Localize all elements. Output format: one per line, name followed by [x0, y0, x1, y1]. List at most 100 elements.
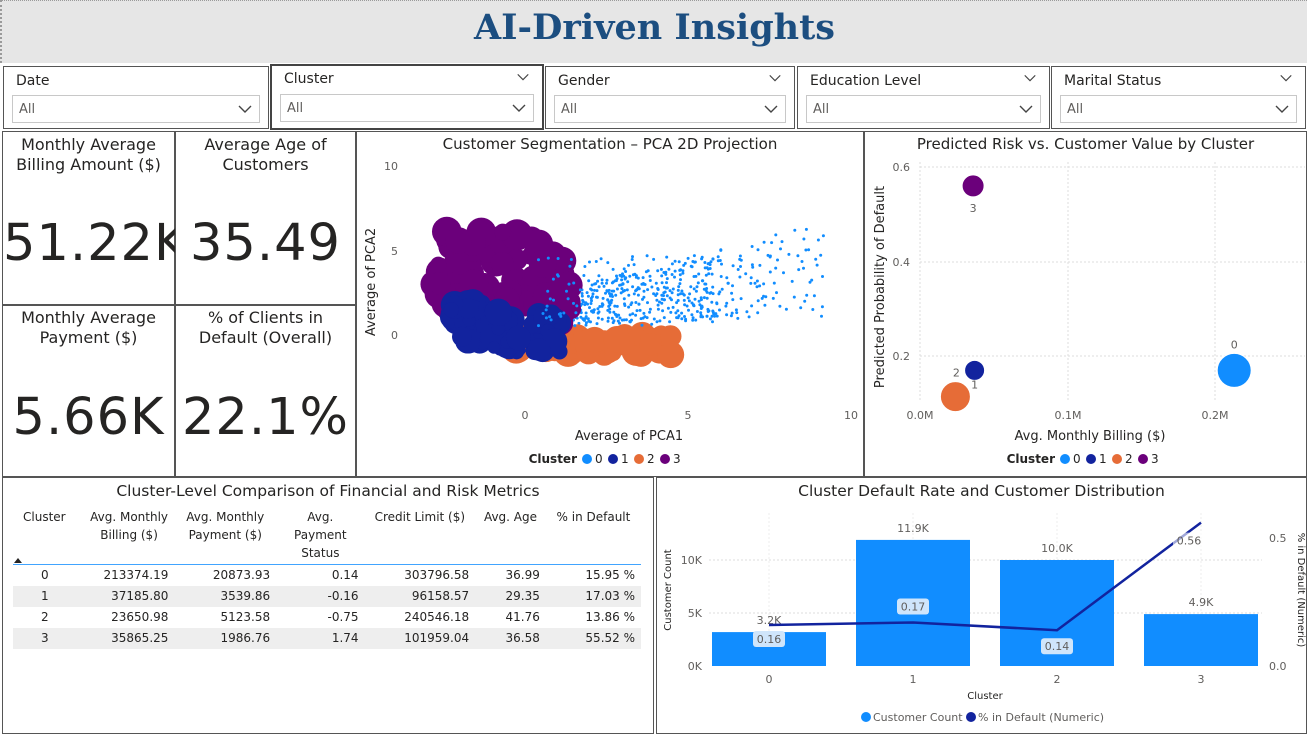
scatter-point[interactable] [772, 281, 776, 285]
scatter-point[interactable] [650, 322, 654, 326]
table-row[interactable]: 3 35865.25 1986.76 1.74 101959.04 36.58 … [13, 627, 641, 649]
scatter-point[interactable] [725, 313, 729, 317]
scatter-point[interactable] [584, 301, 588, 305]
scatter-point[interactable] [590, 299, 593, 303]
pca-scatter-panel[interactable]: Customer Segmentation – PCA 2D Projectio… [356, 131, 864, 477]
scatter-point[interactable] [699, 311, 703, 315]
scatter-point[interactable] [702, 287, 706, 291]
slicer-dropdown[interactable]: All [280, 94, 534, 122]
scatter-point[interactable] [705, 314, 709, 318]
scatter-point[interactable] [615, 315, 619, 318]
legend-label[interactable]: Customer Count [873, 711, 963, 724]
scatter-point[interactable] [608, 292, 611, 295]
scatter-point[interactable] [618, 321, 621, 325]
scatter-point[interactable] [660, 281, 664, 285]
scatter-point[interactable] [646, 301, 649, 305]
scatter-point[interactable] [690, 313, 694, 317]
metrics-table[interactable]: Cluster Avg. Monthly Billing ($) Avg. Mo… [13, 506, 641, 649]
scatter-point[interactable] [684, 319, 688, 323]
scatter-point[interactable] [556, 257, 560, 260]
scatter-point[interactable] [630, 301, 634, 305]
scatter-point[interactable] [756, 299, 760, 303]
scatter-point[interactable] [668, 296, 672, 300]
chart-legend[interactable]: Customer Count % in Default (Numeric) [861, 711, 1104, 724]
scatter-point[interactable] [638, 308, 642, 312]
scatter-point[interactable] [671, 287, 675, 291]
scatter-point[interactable] [758, 284, 762, 288]
scatter-point[interactable] [778, 304, 782, 308]
scatter-point[interactable] [578, 288, 582, 292]
scatter-point[interactable] [641, 276, 645, 280]
legend-label[interactable]: 2 [1125, 452, 1133, 466]
scatter-point[interactable] [565, 289, 568, 293]
chevron-down-icon[interactable] [1279, 71, 1293, 85]
scatter-point[interactable] [668, 289, 672, 293]
slicer-cluster[interactable]: Cluster All [270, 64, 544, 130]
scatter-point[interactable] [606, 319, 610, 323]
scatter-point[interactable] [620, 287, 624, 291]
legend-marker[interactable] [861, 712, 871, 722]
scatter-point[interactable] [695, 285, 699, 289]
scatter-point[interactable] [687, 308, 690, 312]
scatter-point[interactable] [625, 288, 629, 292]
scatter-point[interactable] [559, 312, 562, 316]
scatter-point[interactable] [725, 276, 729, 280]
scatter-point[interactable] [692, 303, 695, 307]
scatter-point[interactable] [688, 292, 692, 296]
scatter-point[interactable] [595, 289, 599, 293]
scatter-point[interactable] [720, 262, 723, 266]
scatter-point[interactable] [602, 284, 606, 288]
scatter-point[interactable] [566, 297, 570, 301]
scatter-point[interactable] [656, 287, 660, 290]
risk-value-scatter-panel[interactable]: Predicted Risk vs. Customer Value by Clu… [864, 131, 1307, 477]
scatter-point[interactable] [615, 304, 619, 308]
scatter-point[interactable] [632, 263, 636, 267]
scatter-point[interactable] [763, 303, 767, 307]
scatter-point[interactable] [799, 306, 803, 310]
scatter-point[interactable] [716, 259, 720, 263]
scatter-point[interactable] [591, 310, 595, 314]
scatter-point[interactable] [637, 302, 641, 306]
scatter-point[interactable] [820, 305, 824, 309]
scatter-point[interactable] [664, 270, 668, 274]
scatter-point[interactable] [613, 279, 617, 283]
scatter-point[interactable] [682, 263, 686, 267]
scatter-point[interactable] [803, 299, 807, 303]
scatter-point[interactable] [656, 303, 660, 307]
scatter-point[interactable] [709, 260, 713, 264]
scatter-point[interactable] [605, 278, 609, 282]
slicer-dropdown[interactable]: All [12, 95, 260, 123]
scatter-point[interactable] [661, 309, 665, 313]
scatter-point[interactable] [607, 301, 611, 304]
scatter-point[interactable] [738, 275, 742, 279]
scatter-point[interactable] [623, 304, 627, 307]
scatter-point[interactable] [682, 298, 686, 302]
scatter-point[interactable] [670, 291, 674, 295]
scatter-point[interactable] [577, 321, 581, 325]
scatter-point[interactable] [678, 268, 682, 272]
scatter-point[interactable] [673, 275, 676, 279]
scatter-point[interactable] [710, 300, 714, 304]
scatter-point[interactable] [628, 320, 632, 324]
scatter-point[interactable] [658, 319, 662, 323]
scatter-point[interactable] [664, 272, 668, 276]
legend-label[interactable]: 0 [1073, 452, 1081, 466]
scatter-point[interactable] [816, 238, 820, 242]
bubble-point[interactable] [1216, 352, 1252, 388]
scatter-point[interactable] [600, 317, 604, 321]
scatter-point[interactable] [713, 314, 717, 318]
chart-legend[interactable]: Cluster 0 1 2 3 [1007, 452, 1159, 466]
scatter-point[interactable] [683, 261, 687, 265]
scatter-point[interactable] [596, 279, 600, 283]
scatter-point[interactable] [452, 326, 472, 347]
scatter-point[interactable] [599, 257, 603, 261]
scatter-point[interactable] [736, 268, 740, 271]
scatter-point[interactable] [640, 323, 644, 327]
scatter-point[interactable] [750, 304, 754, 308]
scatter-point[interactable] [705, 287, 709, 290]
scatter-point[interactable] [634, 301, 638, 304]
scatter-point[interactable] [610, 316, 614, 320]
scatter-point[interactable] [687, 299, 691, 303]
scatter-point[interactable] [821, 234, 825, 238]
scatter-point[interactable] [706, 267, 710, 271]
